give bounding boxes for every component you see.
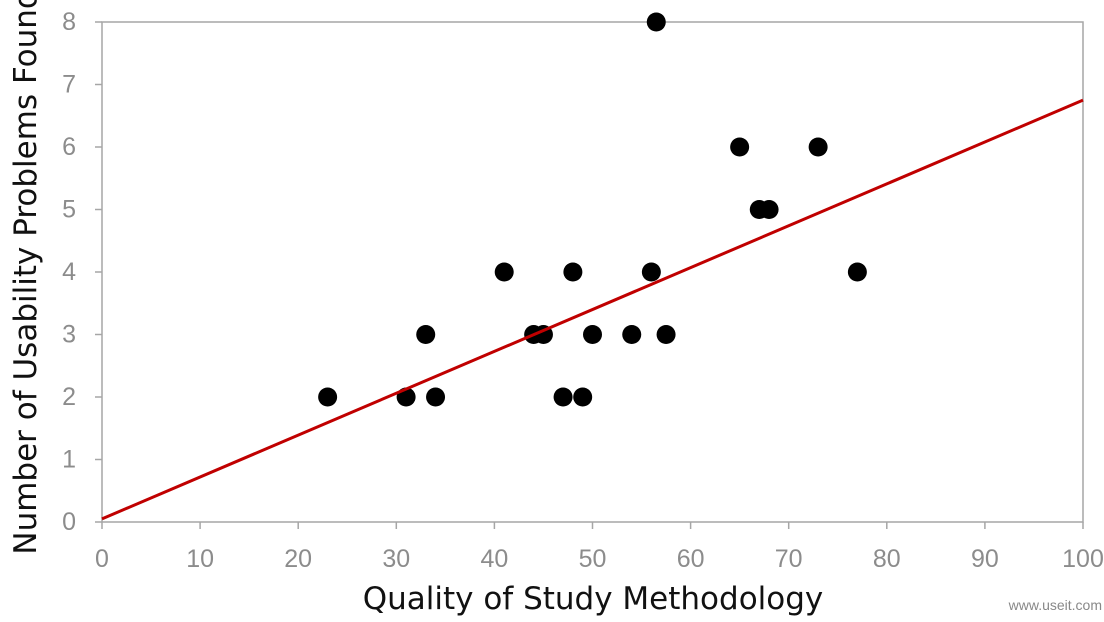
x-tick-label: 30 [382,545,410,573]
y-tick-label: 0 [62,508,76,536]
x-tick-label: 50 [579,545,607,573]
y-axis-title: Number of Usability Problems Found [8,0,44,555]
x-tick-label: 70 [775,545,803,573]
y-tick-label: 6 [62,133,76,161]
x-axis-ticks: 0 10 20 30 40 50 60 70 80 90 100 [95,522,1104,573]
x-tick-label: 100 [1062,545,1104,573]
y-tick-label: 2 [62,383,76,411]
data-point [563,262,583,282]
y-tick-label: 4 [62,258,76,286]
data-point [553,387,573,407]
data-point [583,325,602,344]
y-tick-label: 3 [62,321,76,349]
x-tick-label: 40 [480,545,508,573]
data-point [494,262,514,282]
y-tick-label: 1 [62,446,76,474]
y-axis-ticks: 0 1 2 3 4 5 6 7 8 [62,8,102,536]
data-point [573,387,593,407]
data-point [318,387,338,407]
x-tick-label: 20 [284,545,312,573]
y-tick-label: 7 [62,71,76,99]
data-point [759,200,779,219]
x-tick-label: 90 [971,545,999,573]
watermark-text: www.useit.com [1008,597,1102,613]
x-tick-label: 10 [186,545,214,573]
plot-frame [101,21,1084,523]
data-point [656,325,676,344]
data-point [641,262,661,282]
data-point [730,137,750,157]
data-point [426,387,446,407]
data-point [416,325,436,344]
x-axis-title: Quality of Study Methodology [363,581,824,617]
y-tick-label: 5 [62,196,76,224]
data-point [646,12,666,32]
y-tick-label: 8 [62,8,76,36]
data-point [847,262,867,282]
data-point [808,137,828,157]
x-tick-label: 60 [677,545,705,573]
trend-line [101,98,1084,521]
x-tick-label: 0 [95,545,109,573]
data-points [318,12,867,407]
x-tick-label: 80 [873,545,901,573]
data-point [622,325,642,344]
